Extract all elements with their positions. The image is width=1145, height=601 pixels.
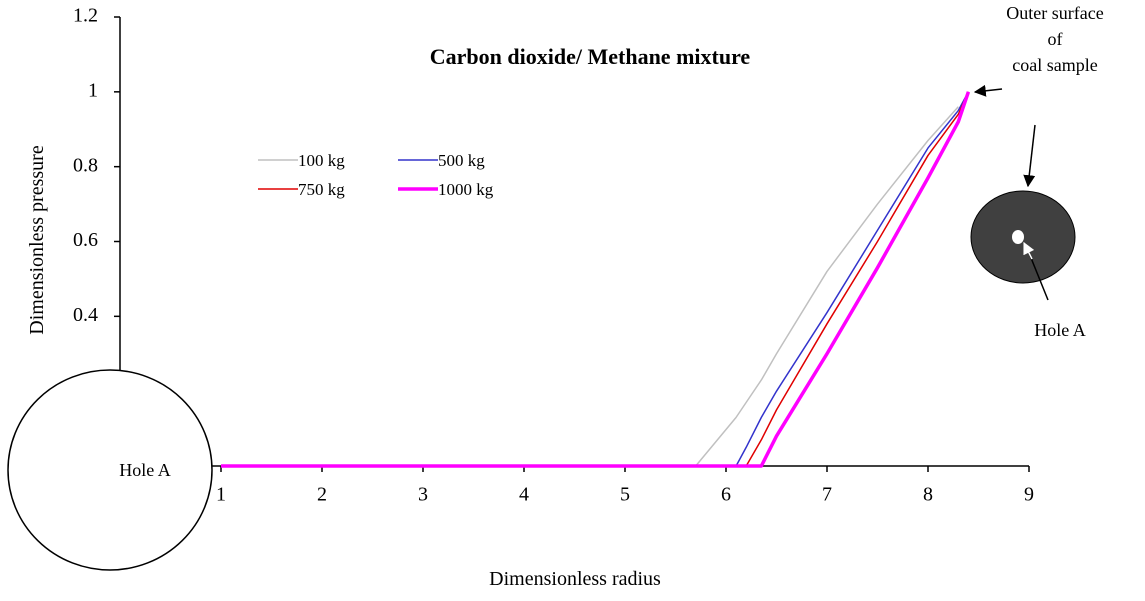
x-tick-label: 8 <box>923 484 933 506</box>
y-tick-label: 0.8 <box>73 154 98 176</box>
legend-label: 750 kg <box>298 180 345 199</box>
annotation-line: coal sample <box>1012 55 1098 75</box>
annotation-line: Outer surface <box>1006 3 1104 23</box>
x-tick-label: 3 <box>418 484 428 506</box>
sample-hole <box>1012 230 1024 244</box>
chart-title: Carbon dioxide/ Methane mixture <box>429 44 751 69</box>
legend-label: 1000 kg <box>438 180 494 199</box>
arrow <box>973 84 1003 97</box>
arrow <box>1023 241 1035 260</box>
y-tick-label: 1 <box>88 79 98 101</box>
series-line <box>221 91 971 468</box>
y-axis-label: Dimensionless pressure <box>26 145 48 335</box>
x-tick-label: 5 <box>620 484 630 506</box>
y-tick-label: 1.2 <box>73 5 98 27</box>
hole-label: Hole A <box>119 460 171 480</box>
x-tick-label: 9 <box>1024 484 1034 506</box>
y-tick-label: 0.6 <box>73 229 98 251</box>
hole-circle <box>7 369 213 571</box>
x-tick-label: 7 <box>822 484 832 506</box>
x-tick-label: 2 <box>317 484 327 506</box>
series-line <box>221 91 970 467</box>
series-line <box>221 91 970 467</box>
annotation-line: of <box>1047 29 1063 49</box>
arrow <box>1023 124 1036 188</box>
legend-label: 100 kg <box>298 151 345 170</box>
x-tick-label: 1 <box>216 484 226 506</box>
series-line <box>221 106 959 467</box>
legend-label: 500 kg <box>438 151 485 170</box>
x-tick-label: 6 <box>721 484 731 506</box>
y-tick-label: 0.4 <box>73 304 98 326</box>
x-tick-label: 4 <box>519 484 529 506</box>
hole-label: Hole A <box>1034 320 1086 340</box>
x-axis-label: Dimensionless radius <box>489 568 661 590</box>
outer-surface-label: Outer surface of coal sample <box>980 0 1130 78</box>
